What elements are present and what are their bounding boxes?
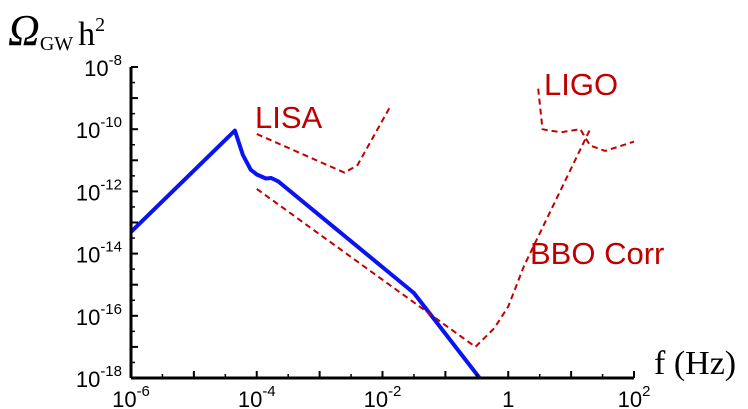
x-tick-label: 10-6	[112, 383, 150, 409]
x-tick-label: 102	[618, 383, 651, 409]
curve-label-bbo-corr: BBO Corr	[530, 236, 664, 271]
y-axis-title: ΩGW h2	[8, 6, 105, 55]
curve-label-ligo: LIGO	[544, 67, 618, 102]
signal-curve	[131, 128, 482, 378]
plot-area	[131, 88, 635, 378]
y-axis-title-sup: 2	[95, 14, 105, 36]
x-tick-label: 10-2	[364, 383, 402, 409]
y-tick-label: 10-8	[84, 52, 122, 81]
y-tick-label: 10-10	[76, 114, 122, 143]
y-tick-label: 10-12	[76, 176, 122, 205]
y-tick-label: 10-14	[76, 239, 122, 268]
sensitivity-curve-ligo	[537, 88, 635, 152]
x-tick-label: 10-4	[238, 383, 276, 409]
y-tick-label: 10-18	[76, 363, 122, 392]
axes	[129, 66, 635, 380]
sensitivity-curve-lisa	[256, 107, 391, 174]
x-tick-label: 1	[502, 387, 514, 409]
y-tick-label: 10-16	[76, 301, 122, 330]
y-axis-title-sub: GW	[40, 33, 73, 55]
curve-labels: LISA BBO Corr LIGO	[255, 67, 664, 271]
sensitivity-curve-bbo-corr	[256, 128, 592, 348]
y-axis-title-symbol: Ω	[8, 6, 40, 55]
tick-labels: 10-18 10-16 10-14 10-12 10-10 10-8 10-6 10-4 10-…	[76, 52, 651, 409]
y-axis-title-base: h	[78, 16, 95, 53]
curve-label-lisa: LISA	[255, 100, 323, 135]
x-axis-title: f (Hz)	[654, 345, 736, 382]
